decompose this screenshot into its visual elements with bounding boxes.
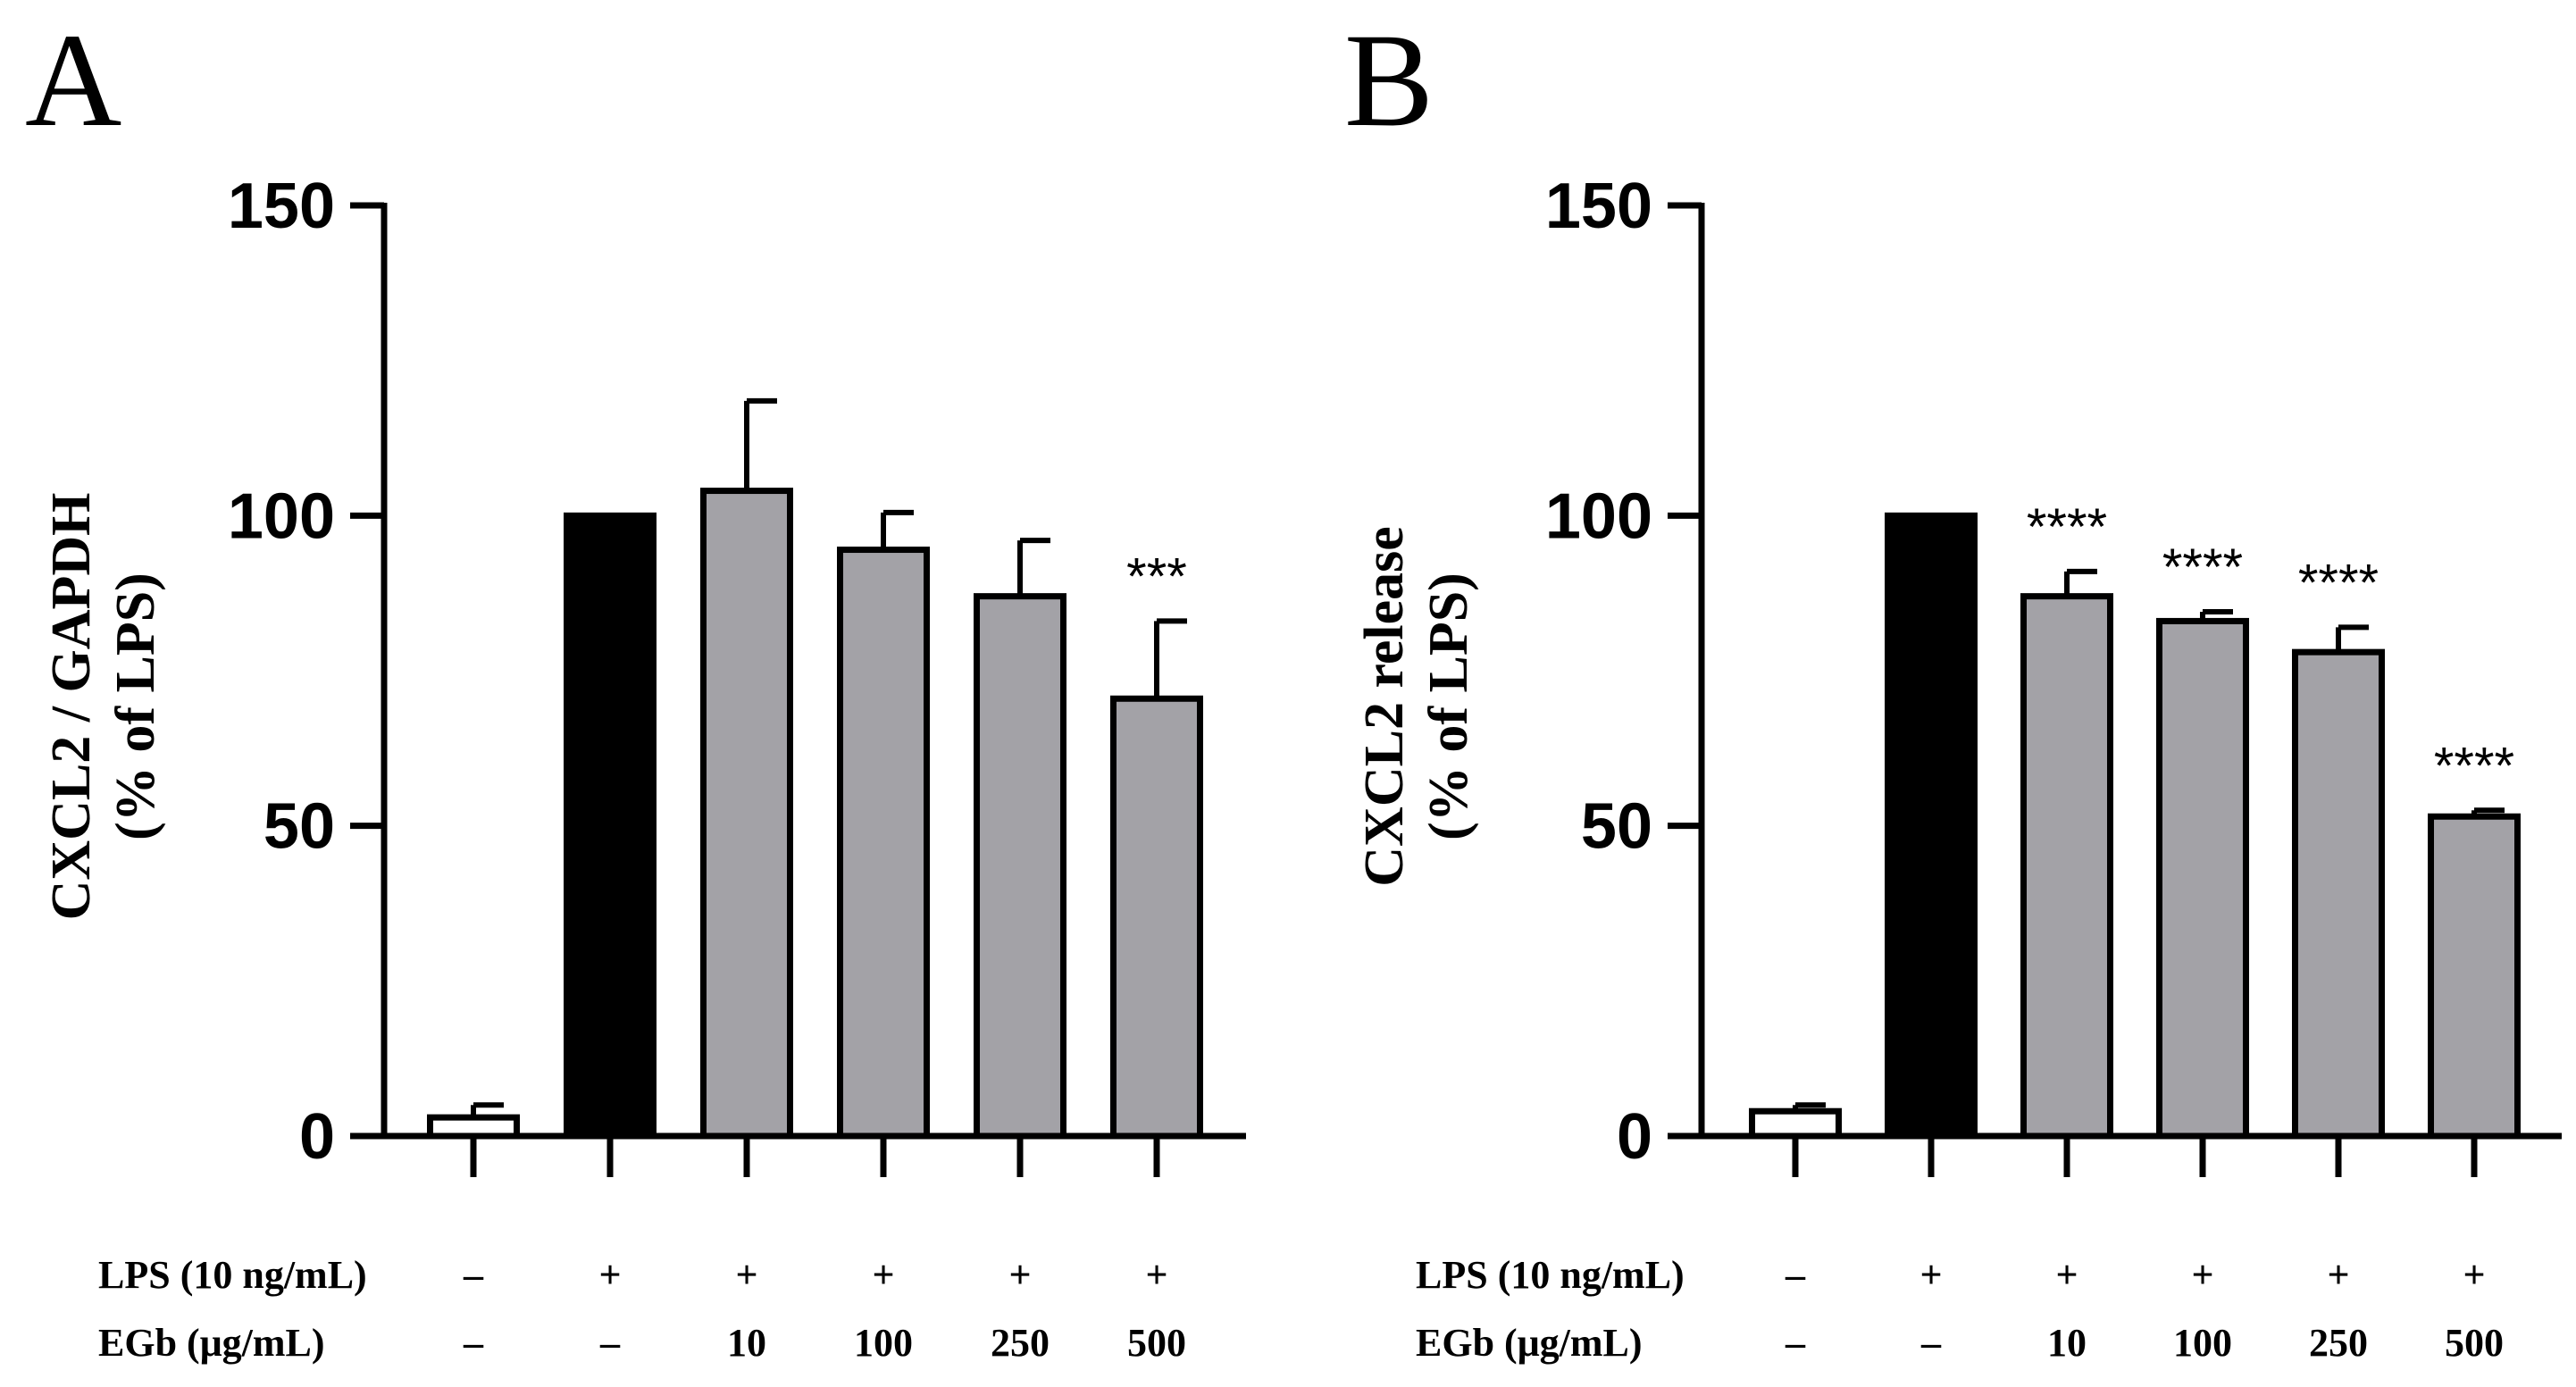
panel-letter: A xyxy=(25,6,121,155)
egb-value: 100 xyxy=(2173,1321,2232,1365)
significance-label: **** xyxy=(2434,737,2514,795)
lps-value: – xyxy=(1785,1253,1806,1297)
y-axis-title-line-1: CXCL2 / GAPDH xyxy=(41,493,102,921)
egb-value: – xyxy=(463,1321,484,1365)
egb-row-label: EGb (μg/mL) xyxy=(1416,1321,1643,1365)
panel-a: A 0 50 100 150 CXCL2 / GAPDH (% of LPS) *** LPS … xyxy=(25,6,1246,1365)
bar xyxy=(2428,813,2521,1140)
egb-row-label: EGb (μg/mL) xyxy=(98,1321,325,1365)
bar xyxy=(700,488,793,1140)
bar xyxy=(564,512,657,1140)
y-axis-title: CXCL2 release (% of LPS) xyxy=(1354,526,1479,886)
bar xyxy=(1885,512,1978,1140)
lps-value: + xyxy=(2327,1253,2349,1297)
bar xyxy=(427,1114,520,1140)
egb-value: 100 xyxy=(854,1321,913,1365)
egb-value: 10 xyxy=(2047,1321,2087,1365)
lps-value: + xyxy=(598,1253,621,1297)
lps-row-label: LPS (10 ng/mL) xyxy=(1416,1253,1685,1297)
bar xyxy=(2156,617,2249,1140)
y-axis-title: CXCL2 / GAPDH (% of LPS) xyxy=(41,493,166,921)
y-axis-title-line-2: (% of LPS) xyxy=(1418,572,1479,840)
lps-value: + xyxy=(2191,1253,2213,1297)
panel-letter: B xyxy=(1344,6,1434,155)
bar xyxy=(974,593,1066,1140)
lps-value: + xyxy=(1145,1253,1167,1297)
lps-value: + xyxy=(2463,1253,2485,1297)
lps-value: + xyxy=(1919,1253,1942,1297)
lps-value: + xyxy=(872,1253,894,1297)
y-axis-title-line-2: (% of LPS) xyxy=(105,572,166,840)
bar xyxy=(837,547,930,1140)
y-axis-title-line-1: CXCL2 release xyxy=(1354,526,1415,886)
bar xyxy=(1749,1107,1842,1140)
lps-value: – xyxy=(463,1253,484,1297)
lps-row-label: LPS (10 ng/mL) xyxy=(98,1253,367,1297)
y-tick-label: 100 xyxy=(1545,480,1652,552)
significance-label: **** xyxy=(2162,539,2243,597)
y-tick-label: 150 xyxy=(228,171,335,242)
bar xyxy=(1110,695,1203,1140)
bar xyxy=(2292,648,2385,1140)
egb-value: 500 xyxy=(2445,1321,2504,1365)
egb-value: – xyxy=(1920,1321,1942,1365)
y-tick-label: 50 xyxy=(263,791,335,863)
egb-value: – xyxy=(599,1321,621,1365)
panel-b: B 0 50 100 150 CXCL2 release (% of LPS) **** ***… xyxy=(1344,6,2562,1365)
lps-value: + xyxy=(735,1253,757,1297)
significance-label: *** xyxy=(1126,547,1187,606)
significance-label: **** xyxy=(2298,554,2379,612)
y-tick-label: 50 xyxy=(1581,791,1652,863)
y-tick-label: 100 xyxy=(228,480,335,552)
significance-label: **** xyxy=(2027,498,2107,556)
y-tick-label: 150 xyxy=(1545,171,1652,242)
egb-value: 500 xyxy=(1127,1321,1186,1365)
y-tick-label: 0 xyxy=(299,1101,335,1173)
lps-value: + xyxy=(2055,1253,2078,1297)
egb-value: – xyxy=(1785,1321,1806,1365)
y-tick-label: 0 xyxy=(1617,1101,1652,1173)
egb-value: 250 xyxy=(2309,1321,2368,1365)
egb-value: 250 xyxy=(991,1321,1050,1365)
lps-value: + xyxy=(1008,1253,1031,1297)
bar xyxy=(2020,593,2113,1140)
egb-value: 10 xyxy=(727,1321,766,1365)
